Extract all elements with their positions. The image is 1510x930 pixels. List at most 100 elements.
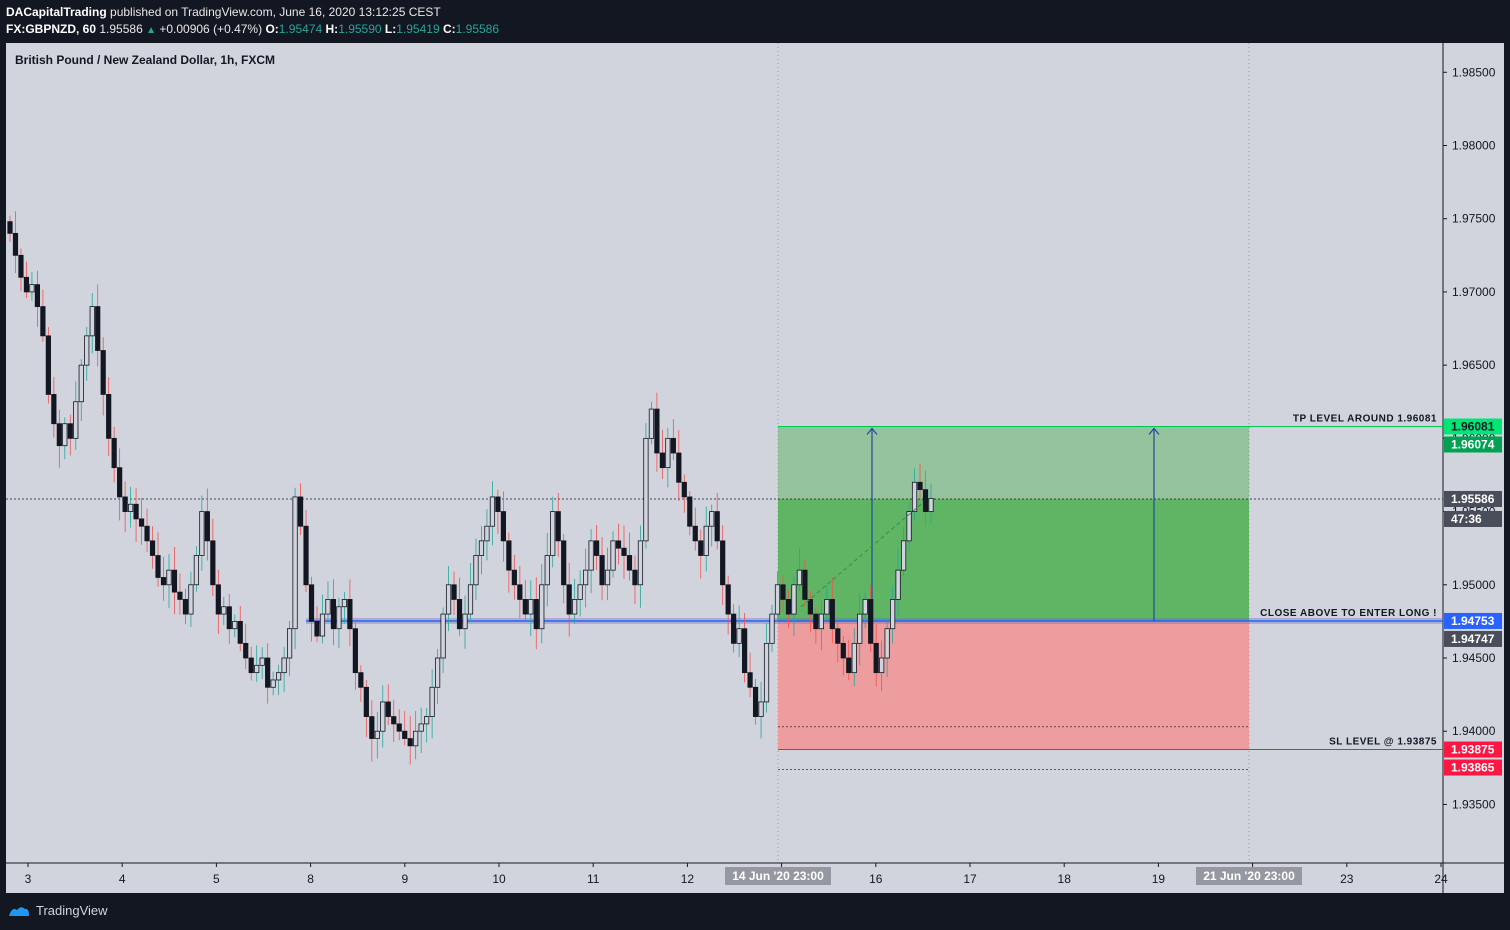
profit-zone-filled — [778, 498, 1249, 621]
candle-body — [221, 606, 227, 615]
chart-title: British Pound / New Zealand Dollar, 1h, … — [15, 53, 276, 67]
candle-body — [703, 525, 709, 556]
candle-body — [369, 716, 375, 739]
candle-body — [40, 306, 46, 337]
candle-body — [478, 540, 485, 556]
candle-body — [599, 555, 605, 586]
x-tick-label: 10 — [492, 872, 506, 886]
candle-body — [160, 577, 167, 586]
tp-price-tag: 1.96081 — [1451, 419, 1495, 433]
candle-body — [155, 555, 161, 578]
candle-body — [73, 401, 79, 439]
candle-body — [67, 423, 73, 439]
candle-body — [12, 232, 19, 256]
candle-body — [665, 437, 671, 469]
candle-body — [489, 496, 496, 527]
candle-body — [604, 569, 611, 586]
candle-body — [84, 335, 90, 366]
sl-price-tag-2: 1.93865 — [1451, 761, 1495, 775]
candle-body — [566, 584, 572, 615]
candle-body — [846, 657, 852, 674]
up-triangle-icon: ▲ — [146, 25, 156, 36]
last-price: 1.95586 — [99, 22, 143, 36]
tp-level-label: TP LEVEL AROUND 1.96081 — [1293, 413, 1437, 424]
y-tick-label: 1.98000 — [1452, 139, 1496, 153]
x-tick-label: 18 — [1058, 872, 1072, 886]
candle-body — [522, 599, 528, 615]
candle-body — [111, 437, 117, 469]
candle-body — [166, 569, 172, 586]
open-label: O: — [265, 22, 279, 36]
author-name[interactable]: DACapitalTrading — [6, 5, 107, 19]
candle-body — [561, 540, 567, 586]
candle-body — [215, 584, 221, 615]
candle-body — [265, 657, 271, 688]
chart-area[interactable]: 1.98500 1.98000 1.97500 1.97000 1.96500 1.960… — [6, 43, 1504, 893]
candle-body — [906, 511, 912, 542]
candle-body — [506, 540, 512, 571]
candle-body — [654, 408, 660, 454]
candle-body — [533, 599, 539, 630]
y-tick-label: 1.96500 — [1452, 358, 1496, 372]
candle-body — [226, 606, 232, 630]
candle-body — [144, 525, 150, 542]
candle-body — [435, 657, 441, 688]
candle-body — [785, 599, 792, 615]
candle-countdown-tag-bg — [1444, 510, 1502, 527]
candle-body — [391, 716, 397, 725]
candle-body — [45, 335, 51, 395]
candle-body — [714, 511, 720, 542]
candle-body — [840, 642, 846, 659]
arrow-head-icon — [866, 427, 878, 435]
candle-body — [51, 394, 57, 425]
candle-body — [445, 584, 452, 615]
candle-body — [286, 628, 293, 659]
tradingview-logo-icon — [9, 906, 29, 916]
low-value: 1.95419 — [396, 22, 440, 36]
time-range-end-label: 21 Jun '20 23:00 — [1203, 869, 1295, 883]
candle-body — [330, 599, 337, 630]
footer-brand[interactable]: TradingView — [8, 903, 108, 918]
candle-body — [873, 642, 879, 674]
candle-body — [758, 701, 764, 717]
profit-zone-upper — [778, 426, 1249, 499]
candle-body — [626, 555, 633, 571]
candle-body — [539, 584, 545, 630]
publish-info: DACapitalTrading published on TradingVie… — [6, 5, 441, 19]
candle-body — [18, 254, 24, 278]
candle-body — [106, 394, 112, 439]
candle-body — [34, 284, 41, 307]
candle-body — [791, 584, 797, 615]
candle-body — [204, 511, 210, 542]
brand-name: TradingView — [36, 903, 108, 918]
entry-level-label: CLOSE ABOVE TO ENTER LONG ! — [1260, 608, 1437, 619]
candle-body — [193, 555, 199, 586]
candle-body — [297, 496, 304, 527]
candle-body — [709, 511, 715, 527]
candle-body — [473, 555, 479, 586]
close-value: 1.95586 — [455, 22, 500, 36]
candle-body — [511, 569, 517, 586]
candle-body — [347, 599, 353, 630]
candle-body — [648, 408, 655, 439]
y-tick-label: 1.95000 — [1452, 578, 1496, 592]
entry-price-tag-2: 1.94747 — [1451, 632, 1495, 646]
candle-body — [237, 620, 243, 644]
candle-body — [122, 496, 128, 512]
candle-body — [818, 613, 824, 630]
symbol-label[interactable]: FX:GBPNZD, 60 — [6, 22, 97, 36]
candle-body — [736, 628, 742, 644]
candle-body — [418, 723, 424, 732]
candle-body — [517, 584, 523, 600]
last-price-tag: 1.95586 — [1451, 492, 1495, 506]
candle-countdown-tag: 47:36 — [1451, 512, 1482, 526]
candle-body — [440, 613, 446, 659]
candle-body — [100, 350, 106, 395]
candle-body — [95, 306, 101, 351]
price-chart[interactable]: 1.98500 1.98000 1.97500 1.97000 1.96500 1.960… — [6, 43, 1504, 893]
candle-body — [380, 701, 386, 732]
candle-body — [133, 503, 139, 520]
candle-body — [593, 540, 600, 556]
candle-body — [725, 584, 731, 615]
candle-body — [385, 701, 391, 717]
